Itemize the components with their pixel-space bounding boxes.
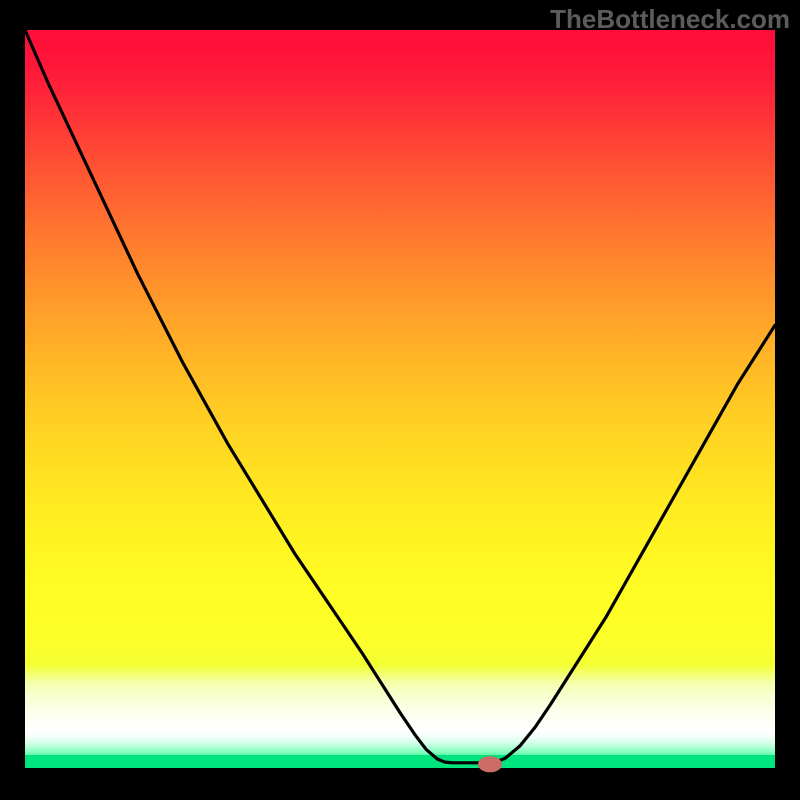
bottleneck-chart xyxy=(0,0,800,800)
plot-area xyxy=(25,30,775,772)
watermark-text: TheBottleneck.com xyxy=(550,4,790,35)
optimal-zone-lane xyxy=(25,755,775,768)
current-config-marker xyxy=(478,756,502,772)
plot-gradient-background xyxy=(25,30,775,768)
chart-stage: TheBottleneck.com xyxy=(0,0,800,800)
